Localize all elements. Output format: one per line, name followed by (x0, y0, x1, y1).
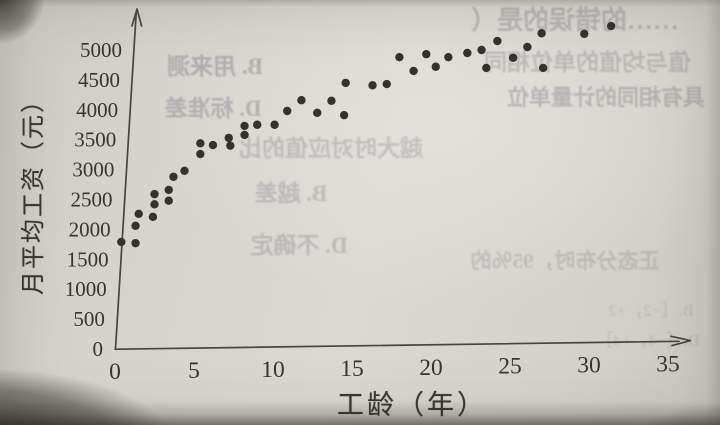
axes (114, 8, 692, 351)
y-tick-label: 5000 (80, 38, 122, 62)
y-tick-label: 2000 (69, 217, 111, 241)
x-tick-label: 30 (577, 353, 601, 379)
data-point (208, 140, 218, 150)
data-point (226, 141, 235, 150)
data-point (409, 66, 418, 76)
data-point (164, 185, 173, 195)
data-point (444, 52, 453, 62)
data-point (253, 120, 262, 129)
y-tick-label: 500 (73, 307, 105, 331)
data-point (134, 209, 143, 219)
data-points (117, 21, 616, 248)
data-point (180, 166, 189, 175)
x-tick-label: 5 (188, 358, 200, 384)
y-tick-label: 1000 (65, 277, 107, 301)
data-point (283, 106, 292, 116)
x-axis (114, 340, 680, 351)
x-tick-label: 35 (656, 352, 680, 378)
data-point (482, 63, 491, 73)
y-tick-label: 3000 (72, 158, 114, 182)
data-point (341, 78, 350, 88)
y-axis (114, 12, 138, 350)
y-tick-label: 4000 (76, 98, 118, 122)
data-point (131, 221, 140, 231)
data-point (148, 212, 158, 222)
data-point (117, 237, 126, 247)
y-axis-title: 月平均工资（元） (21, 87, 47, 295)
data-point (270, 120, 279, 129)
y-tick-label: 3500 (74, 128, 116, 152)
data-point (580, 29, 589, 39)
data-point (463, 48, 472, 58)
data-point (313, 108, 322, 117)
data-point (508, 53, 518, 62)
x-axis-title: 工龄（年） (337, 390, 487, 420)
y-axis-arrow (131, 8, 143, 27)
x-tick-label: 20 (419, 355, 443, 381)
data-point (327, 96, 336, 106)
data-point (164, 196, 173, 205)
x-tick-label: 0 (109, 359, 121, 385)
y-tick-label: 2500 (70, 188, 112, 212)
x-tick-label: 15 (340, 356, 364, 382)
data-point (150, 189, 159, 199)
data-point (150, 200, 159, 209)
tick-labels: 0 500 1000 1500 2000 2500 3000 3500 4000 4500 5000… (65, 38, 680, 385)
data-point (339, 110, 349, 120)
data-point (523, 42, 532, 52)
data-point (493, 36, 502, 46)
y-tick-label: 4500 (78, 68, 120, 92)
data-point (537, 29, 546, 38)
data-point (240, 130, 249, 140)
data-point (477, 45, 486, 55)
data-point (395, 52, 404, 62)
y-tick-label: 1500 (67, 247, 109, 271)
data-point (422, 49, 431, 59)
data-point (431, 62, 440, 71)
data-point (196, 139, 205, 148)
data-point (297, 96, 306, 105)
data-point (169, 172, 178, 181)
data-point (382, 79, 391, 89)
x-tick-label: 10 (261, 357, 285, 383)
y-tick-label: 0 (93, 337, 104, 361)
data-point (606, 21, 616, 31)
x-tick-label: 25 (498, 354, 522, 380)
data-point (131, 238, 140, 248)
data-point (368, 81, 377, 90)
data-point (196, 149, 205, 159)
data-point (240, 121, 249, 131)
data-point (224, 133, 233, 143)
data-point (538, 63, 548, 73)
